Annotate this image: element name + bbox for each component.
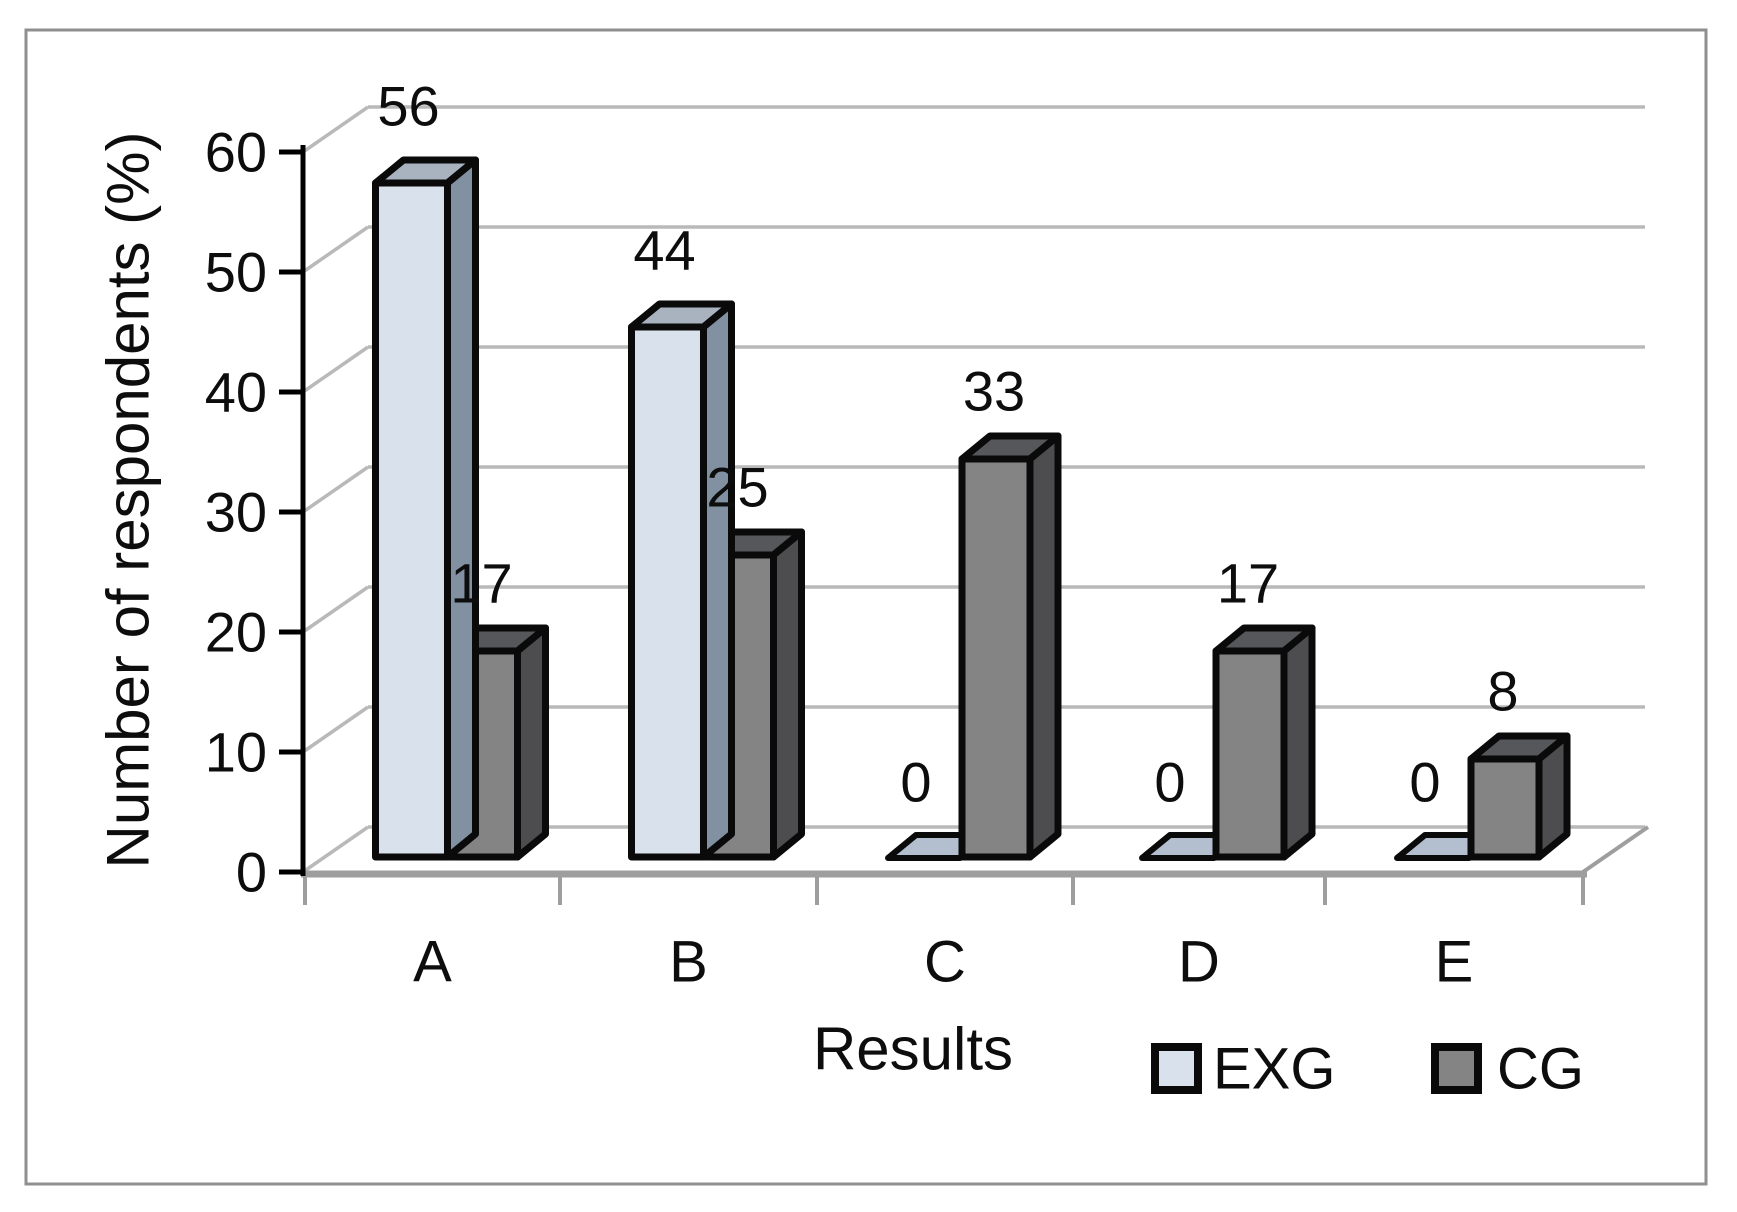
floor-right-edge — [1581, 825, 1650, 874]
category-label: D — [1178, 930, 1220, 995]
exg-value-label: 56 — [377, 75, 439, 138]
cg-bar-side-face — [1026, 432, 1062, 861]
legend-label-exg: EXG — [1213, 1037, 1336, 1102]
category-label: C — [924, 930, 966, 995]
cg-value-label: 17 — [450, 552, 512, 615]
cg-bar-side-face — [770, 528, 805, 861]
x-axis-ticks — [303, 876, 1585, 905]
legend: EXG CG — [1151, 1037, 1584, 1102]
cg-bar-side-face — [1280, 624, 1316, 861]
cg-bar-side-face — [514, 624, 549, 861]
gridline-diagonal — [302, 105, 369, 154]
gridline-diagonal — [302, 705, 369, 754]
exg-bar-side-face — [444, 156, 479, 861]
y-axis-title: Number of respondents (%) — [95, 132, 162, 869]
y-tick-label: 20 — [205, 601, 267, 664]
cg-bar-side-face — [1535, 732, 1571, 861]
category-label: B — [669, 930, 708, 995]
gridline-diagonal — [302, 225, 369, 274]
gridline-diagonal — [302, 825, 369, 874]
legend-label-cg: CG — [1497, 1037, 1584, 1102]
y-axis — [279, 145, 306, 876]
exg-bar-front-face — [372, 179, 451, 861]
cg-value-label: 25 — [706, 456, 768, 519]
exg-value-label: 44 — [633, 219, 695, 282]
cg-value-label: 8 — [1487, 660, 1518, 723]
y-tick-label: 60 — [205, 121, 267, 184]
gridline-diagonal — [302, 345, 369, 394]
exg-bar-side-face — [700, 300, 735, 861]
cg-bar-front-face — [1467, 755, 1543, 861]
category-labels: A B C D E — [413, 930, 1473, 995]
exg-bar-front-face — [628, 323, 707, 861]
cg-value-label: 17 — [1217, 552, 1279, 615]
category-label: E — [1435, 930, 1474, 995]
gridline-diagonal — [302, 465, 369, 514]
cg-bar-front-face — [1212, 647, 1288, 861]
y-tick-labels: 0 10 20 30 40 50 60 — [205, 121, 267, 904]
exg-value-label: 0 — [1154, 751, 1185, 814]
category-label: A — [413, 930, 452, 995]
gridline-diagonal — [302, 585, 369, 634]
bars — [372, 156, 1571, 861]
exg-value-label: 0 — [1409, 751, 1440, 814]
cg-bar-front-face — [958, 455, 1034, 861]
y-tick-label: 10 — [205, 721, 267, 784]
y-tick-label: 30 — [205, 481, 267, 544]
y-tick-label: 40 — [205, 361, 267, 424]
y-tick-label: 50 — [205, 241, 267, 304]
legend-swatch-cg — [1431, 1043, 1482, 1094]
x-axis-title: Results — [813, 1016, 1013, 1083]
y-tick-label: 0 — [236, 841, 267, 904]
legend-swatch-exg — [1151, 1043, 1202, 1094]
figure-border — [24, 28, 1708, 1186]
cg-value-label: 33 — [963, 360, 1025, 423]
exg-value-label: 0 — [900, 751, 931, 814]
